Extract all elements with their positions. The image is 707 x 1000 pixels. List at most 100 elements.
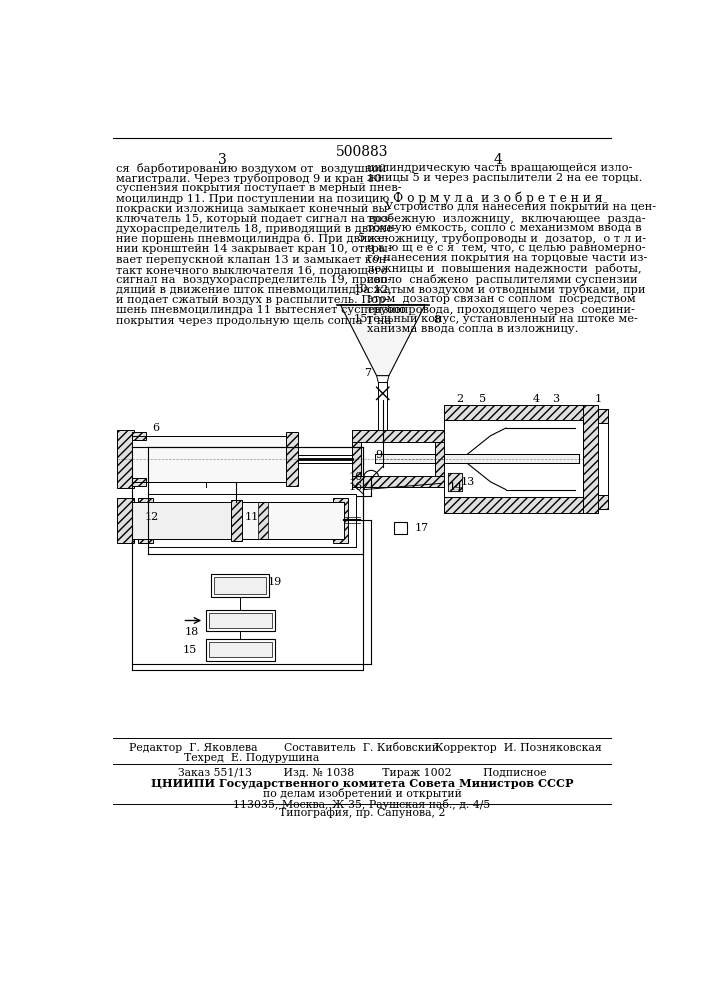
Bar: [117, 430, 134, 488]
Text: 11: 11: [245, 512, 259, 522]
Text: Редактор  Г. Яковлева: Редактор Г. Яковлева: [129, 743, 257, 753]
Text: ключатель 15, который подает сигнал на воз-: ключатель 15, который подает сигнал на в…: [115, 214, 392, 224]
Text: ложницы и  повышения надежности  работы,: ложницы и повышения надежности работы,: [368, 263, 642, 274]
Bar: [132, 436, 298, 482]
Text: этом  дозатор связан с соплом  посредством: этом дозатор связан с соплом посредством: [368, 294, 636, 304]
Bar: [583, 405, 598, 513]
Text: 15: 15: [354, 314, 368, 324]
Text: 1: 1: [595, 394, 602, 404]
Text: и подает сжатый воздух в распылитель. Пор-: и подает сжатый воздух в распылитель. По…: [115, 295, 389, 305]
Text: сжатым воздухом и отводными трубками, при: сжатым воздухом и отводными трубками, пр…: [368, 284, 645, 295]
Bar: [286, 432, 298, 486]
Bar: [444, 420, 583, 497]
Text: ся  барботированию воздухом от  воздушной: ся барботированию воздухом от воздушной: [115, 163, 386, 174]
Bar: [206, 639, 275, 661]
Bar: [352, 476, 444, 487]
Text: трубопровода, проходящего через  соедини-: трубопровода, проходящего через соедини-: [368, 304, 635, 315]
Bar: [132, 478, 146, 486]
Text: 2: 2: [456, 394, 463, 404]
Text: Заказ 551/13         Изд. № 1038        Тираж 1002         Подписное: Заказ 551/13 Изд. № 1038 Тираж 1002 Подп…: [177, 768, 547, 778]
Text: 4: 4: [493, 153, 503, 167]
Text: такт конечного выключателя 16, подающего: такт конечного выключателя 16, подающего: [115, 265, 387, 275]
Bar: [211, 574, 269, 597]
Text: точную емкость, сопло с механизмом ввода в: точную емкость, сопло с механизмом ввода…: [368, 223, 642, 233]
Bar: [206, 610, 275, 631]
Bar: [375, 454, 579, 463]
Bar: [435, 442, 444, 476]
Text: сигнал на  воздухораспределитель 19, приво-: сигнал на воздухораспределитель 19, прив…: [115, 275, 391, 285]
Text: цилиндрическую часть вращающейся изло-: цилиндрическую часть вращающейся изло-: [368, 163, 633, 173]
Bar: [598, 409, 607, 423]
Text: тробежную  изложницу,  включающее  разда-: тробежную изложницу, включающее разда-: [368, 213, 646, 224]
Bar: [231, 500, 242, 541]
Text: 3: 3: [552, 394, 559, 404]
Text: жницы 5 и через распылители 2 на ее торцы.: жницы 5 и через распылители 2 на ее торц…: [368, 173, 643, 183]
Text: Ф о р м у л а  и з о б р е т е н и я: Ф о р м у л а и з о б р е т е н и я: [393, 192, 603, 205]
Text: 8: 8: [433, 315, 440, 325]
Bar: [444, 497, 598, 513]
Text: 500883: 500883: [336, 145, 388, 159]
Text: 113035, Москва, Ж-35, Раушская наб., д. 4/5: 113035, Москва, Ж-35, Раушская наб., д. …: [233, 799, 491, 810]
Text: 6: 6: [152, 423, 159, 433]
Text: покраски изложница замыкает конечный вы-: покраски изложница замыкает конечный вы-: [115, 204, 391, 214]
Text: Устройство для нанесения покрытий на цен-: Устройство для нанесения покрытий на цен…: [368, 202, 657, 212]
Bar: [333, 498, 348, 543]
Bar: [117, 498, 134, 543]
Text: Типография, пр. Сапунова, 2: Типография, пр. Сапунова, 2: [279, 807, 445, 818]
Bar: [352, 430, 444, 442]
Bar: [395, 522, 407, 534]
Text: нии кронштейн 14 закрывает кран 10, откры-: нии кронштейн 14 закрывает кран 10, откр…: [115, 244, 391, 254]
Bar: [209, 642, 272, 657]
Text: изложницу, трубопроводы и  дозатор,  о т л и-: изложницу, трубопроводы и дозатор, о т л…: [368, 233, 646, 244]
Bar: [152, 502, 344, 539]
Text: 13: 13: [460, 477, 474, 487]
Text: ч а ю щ е е с я  тем, что, с целью равномерно-: ч а ю щ е е с я тем, что, с целью равном…: [368, 243, 646, 253]
Text: 5: 5: [479, 394, 486, 404]
Text: 17: 17: [414, 523, 428, 533]
Text: шень пневмоцилиндра 11 вытесняет суспензию: шень пневмоцилиндра 11 вытесняет суспенз…: [115, 305, 405, 315]
Text: тельный конус, установленный на штоке ме-: тельный конус, установленный на штоке ме…: [368, 314, 638, 324]
Bar: [132, 502, 240, 539]
Text: Техред  Е. Подурушина: Техред Е. Подурушина: [185, 753, 320, 763]
Text: 3: 3: [218, 153, 227, 167]
Text: 10: 10: [349, 472, 363, 482]
Text: 4: 4: [533, 394, 540, 404]
Bar: [214, 577, 266, 594]
Bar: [138, 498, 153, 543]
Text: 9: 9: [375, 450, 382, 460]
Polygon shape: [340, 305, 425, 376]
Text: покрытия через продольную щель сопла 1 на: покрытия через продольную щель сопла 1 н…: [115, 316, 391, 326]
Text: 19: 19: [268, 577, 282, 587]
Text: 12: 12: [145, 512, 159, 522]
Text: дящий в движение шток пневмоцилиндра 12,: дящий в движение шток пневмоцилиндра 12,: [115, 285, 391, 295]
Bar: [598, 495, 607, 509]
Text: 10: 10: [354, 284, 368, 294]
Text: 14: 14: [449, 482, 463, 492]
Text: вает перепускной клапан 13 и замыкает кон-: вает перепускной клапан 13 и замыкает ко…: [115, 255, 390, 265]
Text: моцилиндр 11. При поступлении на позицию: моцилиндр 11. При поступлении на позицию: [115, 194, 389, 204]
Text: Корректор  И. Позняковская: Корректор И. Позняковская: [436, 743, 602, 753]
Bar: [448, 473, 462, 491]
Text: по делам изобретений и открытий: по делам изобретений и открытий: [262, 788, 462, 799]
Text: магистрали. Через трубопровод 9 и кран 10: магистрали. Через трубопровод 9 и кран 1…: [115, 173, 381, 184]
Text: 16: 16: [349, 482, 363, 492]
Text: суспензия покрытия поступает в мерный пнев-: суспензия покрытия поступает в мерный пн…: [115, 183, 401, 193]
Circle shape: [363, 470, 379, 486]
Text: 5: 5: [358, 233, 365, 243]
Bar: [444, 405, 598, 420]
Text: ханизма ввода сопла в изложницу.: ханизма ввода сопла в изложницу.: [368, 324, 579, 334]
Text: духораспределитель 18, приводящий в движе-: духораспределитель 18, приводящий в движ…: [115, 224, 397, 234]
Text: ЦНИИПИ Государственного комитета Совета Министров СССР: ЦНИИПИ Государственного комитета Совета …: [151, 778, 573, 789]
Text: 15: 15: [183, 645, 197, 655]
Text: Составитель  Г. Кибовский: Составитель Г. Кибовский: [284, 743, 440, 753]
Text: го нанесения покрытия на торцовые части из-: го нанесения покрытия на торцовые части …: [368, 253, 648, 263]
Text: сопло  снабжено  распылителями суспензии: сопло снабжено распылителями суспензии: [368, 274, 638, 285]
Bar: [209, 613, 272, 628]
Text: ние поршень пневмоцилиндра 6. При движе-: ние поршень пневмоцилиндра 6. При движе-: [115, 234, 388, 244]
Text: 18: 18: [185, 627, 199, 637]
Text: 7: 7: [364, 368, 371, 378]
Bar: [352, 442, 361, 476]
Bar: [448, 473, 462, 491]
Bar: [132, 432, 146, 440]
Bar: [257, 502, 269, 539]
